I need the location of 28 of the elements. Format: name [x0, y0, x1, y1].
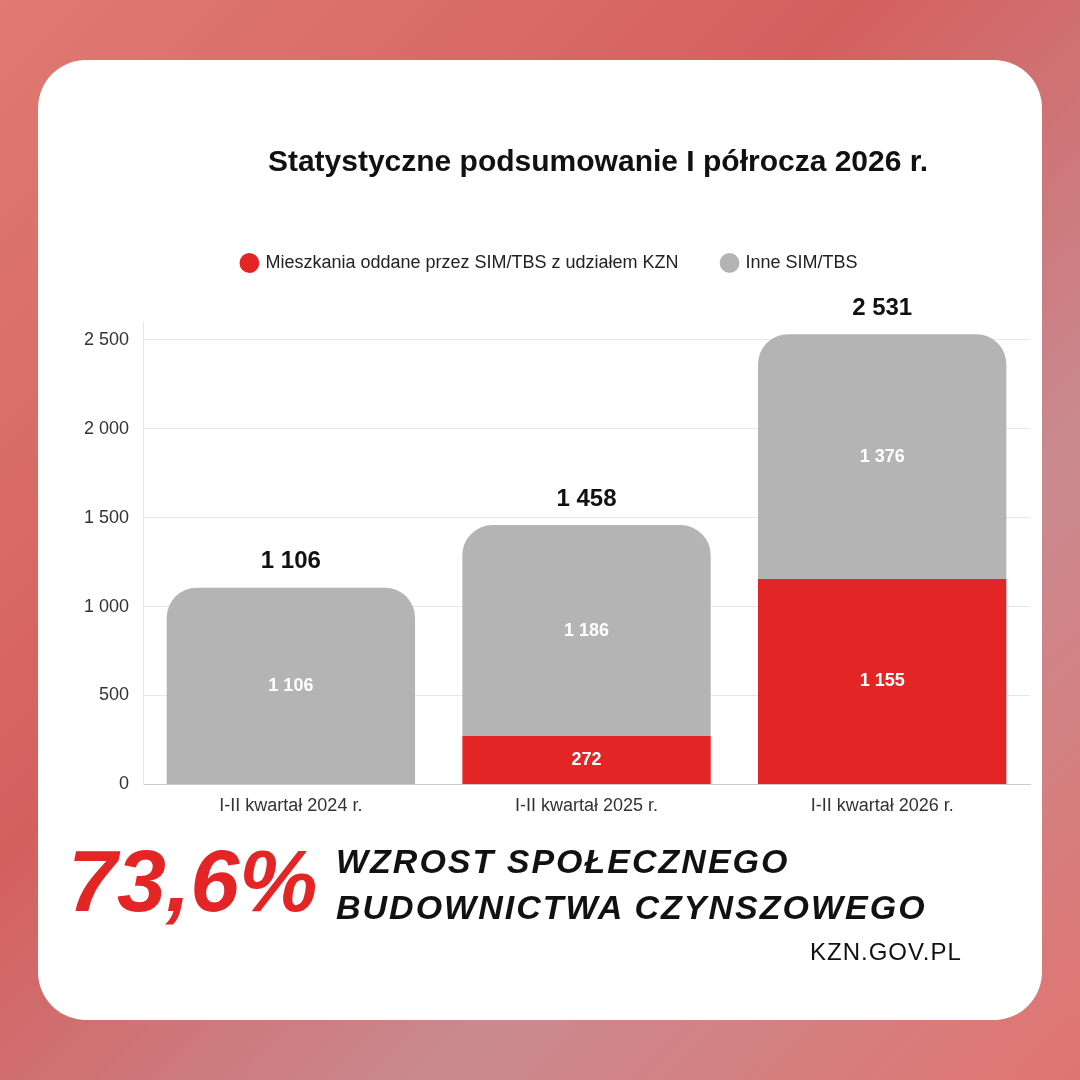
y-tick-label: 1 000	[84, 595, 130, 616]
y-tick-label: 2 000	[84, 417, 130, 438]
total-label: 1 106	[260, 546, 321, 574]
y-tick-label: 1 500	[84, 506, 130, 527]
bar	[462, 525, 711, 737]
legend-label: Mieszkania oddane przez SIM/TBS z udziałem KZN	[265, 251, 679, 272]
total-label: 1 458	[556, 483, 617, 511]
total-label: 2 531	[852, 292, 913, 320]
bar	[462, 736, 711, 784]
data-label: 1 186	[564, 619, 610, 640]
text: KZN.GOV.PL	[810, 938, 962, 966]
x-tick-label: I-II kwartał 2025 r.	[514, 795, 659, 816]
text: WZROST SPOŁECZNEGO BUDOWNICTWA CZYNSZOWEGO	[336, 841, 928, 928]
chart-title: Statystyczne podsumowanie I półrocza 2026 r.	[266, 144, 930, 178]
legend-label: Inne SIM/TBS	[745, 251, 858, 272]
y-tick-label: 2 500	[84, 328, 130, 349]
data-label: 272	[571, 748, 602, 769]
data-label: 1 106	[268, 674, 314, 695]
bar	[758, 578, 1007, 784]
bar	[166, 587, 416, 784]
x-tick-label: I-II kwartał 2026 r.	[810, 795, 954, 816]
y-tick-label: 500	[99, 684, 130, 705]
data-label: 1 376	[859, 445, 905, 466]
y-tick-label: 0	[119, 773, 130, 794]
x-tick-label: I-II kwartał 2024 r.	[219, 795, 363, 816]
bar	[758, 334, 1007, 579]
text: 73,6%	[68, 830, 318, 932]
data-label: 1 155	[859, 670, 905, 691]
